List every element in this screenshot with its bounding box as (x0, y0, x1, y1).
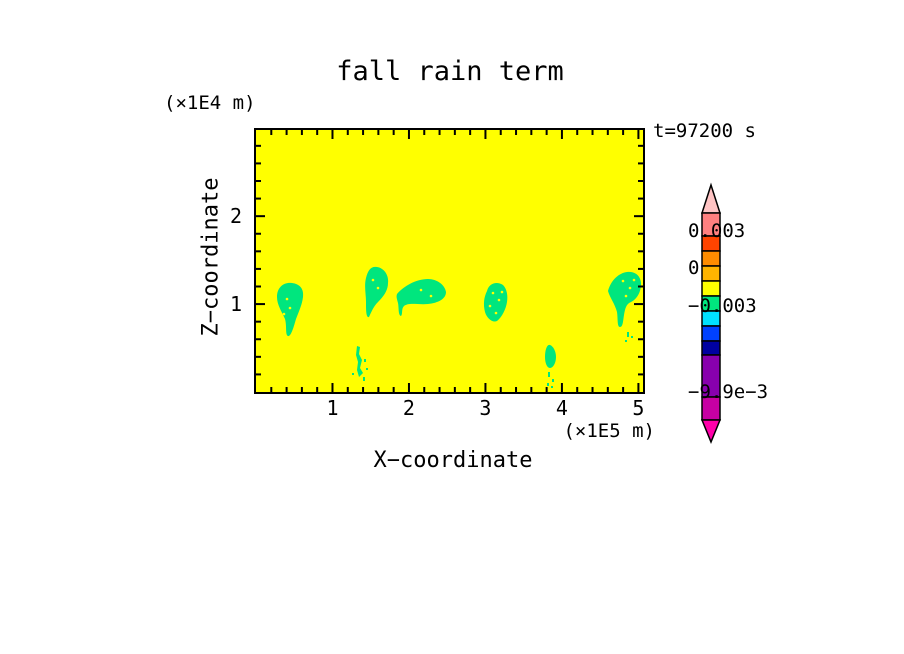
x-axis-label: X−coordinate (373, 448, 533, 473)
x-tick-label: 1 (326, 396, 339, 420)
colorbar-level-label: 0.003 (688, 220, 746, 242)
colorbar-bottom-arrow (700, 419, 721, 444)
rain-cell-f (608, 271, 641, 327)
colorbar-labels: 0.003 0 −0.003 −9.9e−3 (688, 163, 798, 427)
chart-title: fall rain term (336, 56, 564, 87)
time-label: t=97200 s (653, 120, 756, 142)
z-axis-units: (×1E4 m) (164, 92, 256, 114)
x-tick-label: 2 (402, 396, 415, 420)
rain-cell-b (365, 266, 389, 318)
rain-cell-c (396, 279, 446, 316)
x-tick-label: 3 (479, 396, 492, 420)
x-tick-label: 4 (555, 396, 568, 420)
rain-cell-a (277, 282, 304, 337)
x-tick-label: 5 (632, 396, 645, 420)
z-tick-label: 1 (229, 292, 242, 317)
contour-field (256, 130, 643, 392)
fall-streak-e (545, 344, 556, 368)
fall-streak-b (356, 346, 363, 377)
x-tick-labels: 1 2 3 4 5 (256, 396, 645, 420)
x-axis-units: (×1E5 m) (563, 420, 655, 442)
colorbar-level-label: −9.9e−3 (688, 381, 769, 403)
colorbar-level-label: 0 (688, 257, 700, 279)
plot-area (254, 128, 645, 394)
colorbar-level-label: −0.003 (688, 295, 757, 317)
colorbar: 0.003 0 −0.003 −9.9e−3 (658, 163, 798, 444)
z-tick-label: 2 (229, 204, 242, 229)
colorbar-scale (700, 182, 721, 444)
